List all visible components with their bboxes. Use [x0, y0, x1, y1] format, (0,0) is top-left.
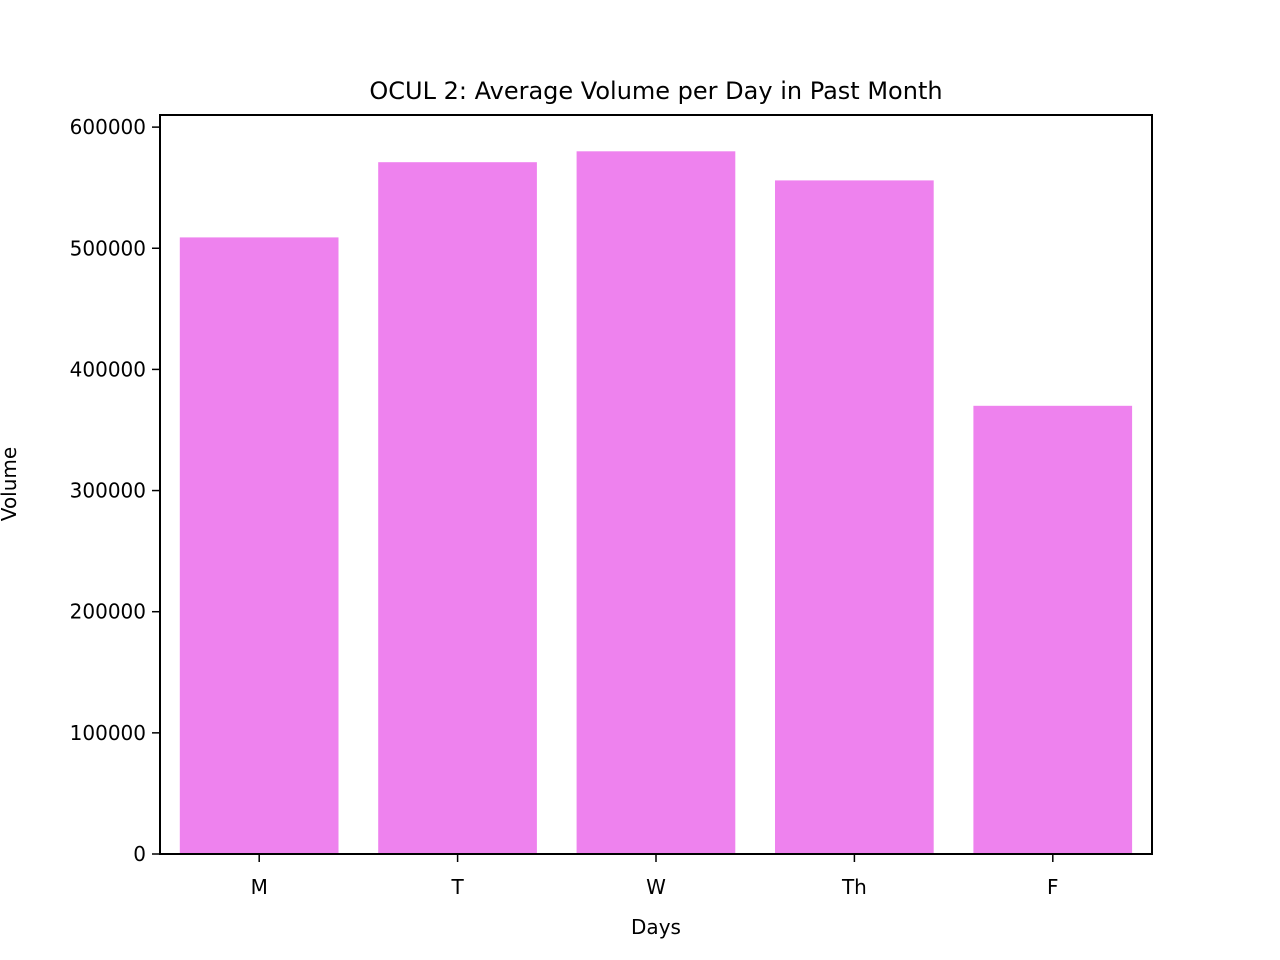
plot-frame: [159, 114, 1153, 855]
y-axis-ticks: 0 100000 200000 300000 400000 500000 600000: [70, 115, 160, 866]
x-tick-label: F: [1047, 875, 1059, 899]
bar-t: [378, 162, 537, 854]
x-axis-label: Days: [631, 915, 681, 939]
y-tick-label: 400000: [70, 357, 146, 381]
bar-m: [179, 237, 339, 854]
chart-title: OCUL 2: Average Volume per Day in Past M…: [369, 77, 942, 105]
bar-f: [973, 405, 1133, 854]
x-tick-label: W: [646, 875, 666, 899]
bars-group: [179, 151, 1133, 855]
y-tick-label: 0: [133, 842, 146, 866]
y-tick-label: 600000: [70, 115, 146, 139]
bar-w: [576, 151, 736, 855]
x-tick-label: T: [450, 875, 464, 899]
y-tick-label: 300000: [70, 479, 146, 503]
x-tick-label: M: [251, 875, 268, 899]
y-tick-label: 500000: [70, 236, 146, 260]
y-axis-label: Volume: [0, 447, 21, 521]
y-tick-label: 200000: [70, 600, 146, 624]
x-axis-ticks: M T W Th F: [251, 854, 1059, 899]
x-tick-label: Th: [841, 875, 867, 899]
y-tick-label: 100000: [70, 721, 146, 745]
bar-th: [775, 180, 934, 854]
